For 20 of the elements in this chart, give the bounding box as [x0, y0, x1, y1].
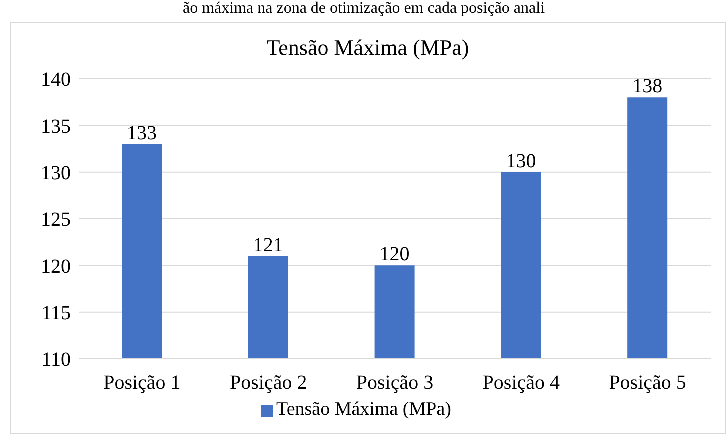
x-tick-label: Posição 4: [482, 372, 560, 394]
y-tick-label: 110: [42, 349, 71, 372]
y-tick-label: 130: [41, 162, 71, 184]
text: ão máxima na zona de otimização em cada posição anali: [182, 0, 546, 18]
x-tick-label: Posição 5: [609, 372, 686, 394]
data-label: 138: [632, 76, 663, 98]
x-tick-label: Posição 2: [230, 372, 308, 394]
y-tick-label: 120: [41, 256, 71, 278]
legend-label: Tensão Máxima (MPa): [276, 399, 452, 420]
y-tick-label: 115: [42, 302, 71, 324]
x-tick-label: Posição 1: [104, 372, 181, 394]
x-tick-label: Posição 3: [356, 372, 434, 394]
data-label: 121: [253, 234, 284, 256]
data-label: 133: [127, 122, 157, 144]
y-tick-label: 125: [41, 209, 71, 232]
y-tick-label: 140: [41, 69, 71, 92]
data-label: 130: [506, 150, 536, 172]
y-tick-label: 135: [41, 116, 71, 138]
data-label: 120: [380, 244, 410, 266]
chart-title: Tensão Máxima (MPa): [266, 35, 470, 61]
